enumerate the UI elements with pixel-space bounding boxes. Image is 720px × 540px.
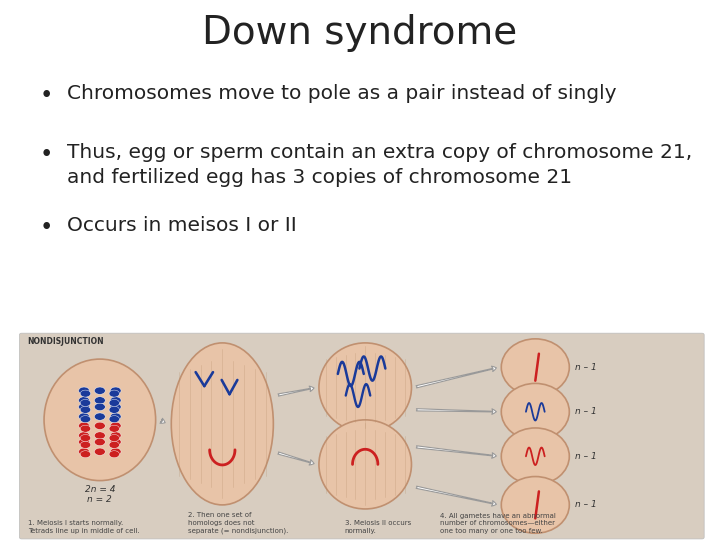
Ellipse shape bbox=[94, 422, 105, 429]
Text: •: • bbox=[40, 143, 53, 166]
Ellipse shape bbox=[94, 432, 105, 439]
Ellipse shape bbox=[110, 387, 121, 394]
Ellipse shape bbox=[110, 448, 121, 455]
Ellipse shape bbox=[80, 390, 91, 397]
Text: Occurs in meisos I or II: Occurs in meisos I or II bbox=[67, 216, 297, 235]
Ellipse shape bbox=[319, 343, 411, 432]
Ellipse shape bbox=[171, 343, 274, 505]
Ellipse shape bbox=[501, 476, 570, 534]
Ellipse shape bbox=[109, 425, 120, 432]
Ellipse shape bbox=[110, 432, 121, 439]
Text: NONDISJUNCTION: NONDISJUNCTION bbox=[27, 337, 104, 346]
Text: 1. Meiosis I starts normally.
Tetrads line up in middle of cell.: 1. Meiosis I starts normally. Tetrads li… bbox=[28, 521, 140, 534]
Ellipse shape bbox=[80, 451, 91, 458]
Ellipse shape bbox=[80, 400, 91, 407]
Text: n – 1: n – 1 bbox=[575, 501, 597, 509]
Ellipse shape bbox=[110, 422, 121, 429]
Text: 2. Then one set of
homologs does not
separate (= nondisjunction).: 2. Then one set of homologs does not sep… bbox=[189, 512, 289, 534]
Ellipse shape bbox=[109, 435, 120, 442]
Ellipse shape bbox=[78, 413, 89, 420]
Ellipse shape bbox=[78, 397, 89, 404]
Ellipse shape bbox=[78, 448, 89, 455]
Ellipse shape bbox=[501, 339, 570, 395]
Ellipse shape bbox=[501, 428, 570, 485]
Ellipse shape bbox=[80, 435, 91, 442]
Ellipse shape bbox=[110, 397, 121, 404]
Ellipse shape bbox=[501, 383, 570, 440]
Text: •: • bbox=[40, 84, 53, 107]
Ellipse shape bbox=[109, 390, 120, 397]
Text: 2n = 4
n = 2: 2n = 4 n = 2 bbox=[84, 485, 115, 504]
Ellipse shape bbox=[94, 448, 105, 455]
Ellipse shape bbox=[319, 420, 411, 509]
Ellipse shape bbox=[78, 403, 89, 410]
Ellipse shape bbox=[78, 438, 89, 445]
Ellipse shape bbox=[94, 413, 105, 420]
Ellipse shape bbox=[80, 425, 91, 432]
Ellipse shape bbox=[109, 416, 120, 423]
Ellipse shape bbox=[109, 451, 120, 458]
Ellipse shape bbox=[94, 438, 105, 445]
Text: Chromosomes move to pole as a pair instead of singly: Chromosomes move to pole as a pair inste… bbox=[67, 84, 616, 103]
Text: •: • bbox=[40, 216, 53, 239]
Ellipse shape bbox=[109, 441, 120, 448]
Text: n – 1: n – 1 bbox=[575, 363, 597, 372]
Ellipse shape bbox=[80, 406, 91, 413]
Ellipse shape bbox=[78, 422, 89, 429]
Text: n – 1: n – 1 bbox=[575, 407, 597, 416]
Text: 3. Meiosis II occurs
normally.: 3. Meiosis II occurs normally. bbox=[345, 521, 411, 534]
Ellipse shape bbox=[78, 387, 89, 394]
Text: 4. All gametes have an abnormal
number of chromosomes—either
one too many or one: 4. All gametes have an abnormal number o… bbox=[440, 512, 556, 534]
Ellipse shape bbox=[110, 413, 121, 420]
Text: Thus, egg or sperm contain an extra copy of chromosome 21,
and fertilized egg ha: Thus, egg or sperm contain an extra copy… bbox=[67, 143, 692, 187]
Ellipse shape bbox=[94, 403, 105, 410]
Ellipse shape bbox=[110, 403, 121, 410]
Ellipse shape bbox=[94, 387, 105, 394]
Ellipse shape bbox=[110, 438, 121, 445]
Ellipse shape bbox=[109, 400, 120, 407]
Text: Down syndrome: Down syndrome bbox=[202, 14, 518, 51]
Ellipse shape bbox=[80, 416, 91, 423]
Ellipse shape bbox=[109, 406, 120, 413]
FancyBboxPatch shape bbox=[19, 333, 704, 539]
Ellipse shape bbox=[94, 397, 105, 404]
Ellipse shape bbox=[44, 359, 156, 481]
Text: n – 1: n – 1 bbox=[575, 452, 597, 461]
Ellipse shape bbox=[78, 432, 89, 439]
Ellipse shape bbox=[80, 441, 91, 448]
